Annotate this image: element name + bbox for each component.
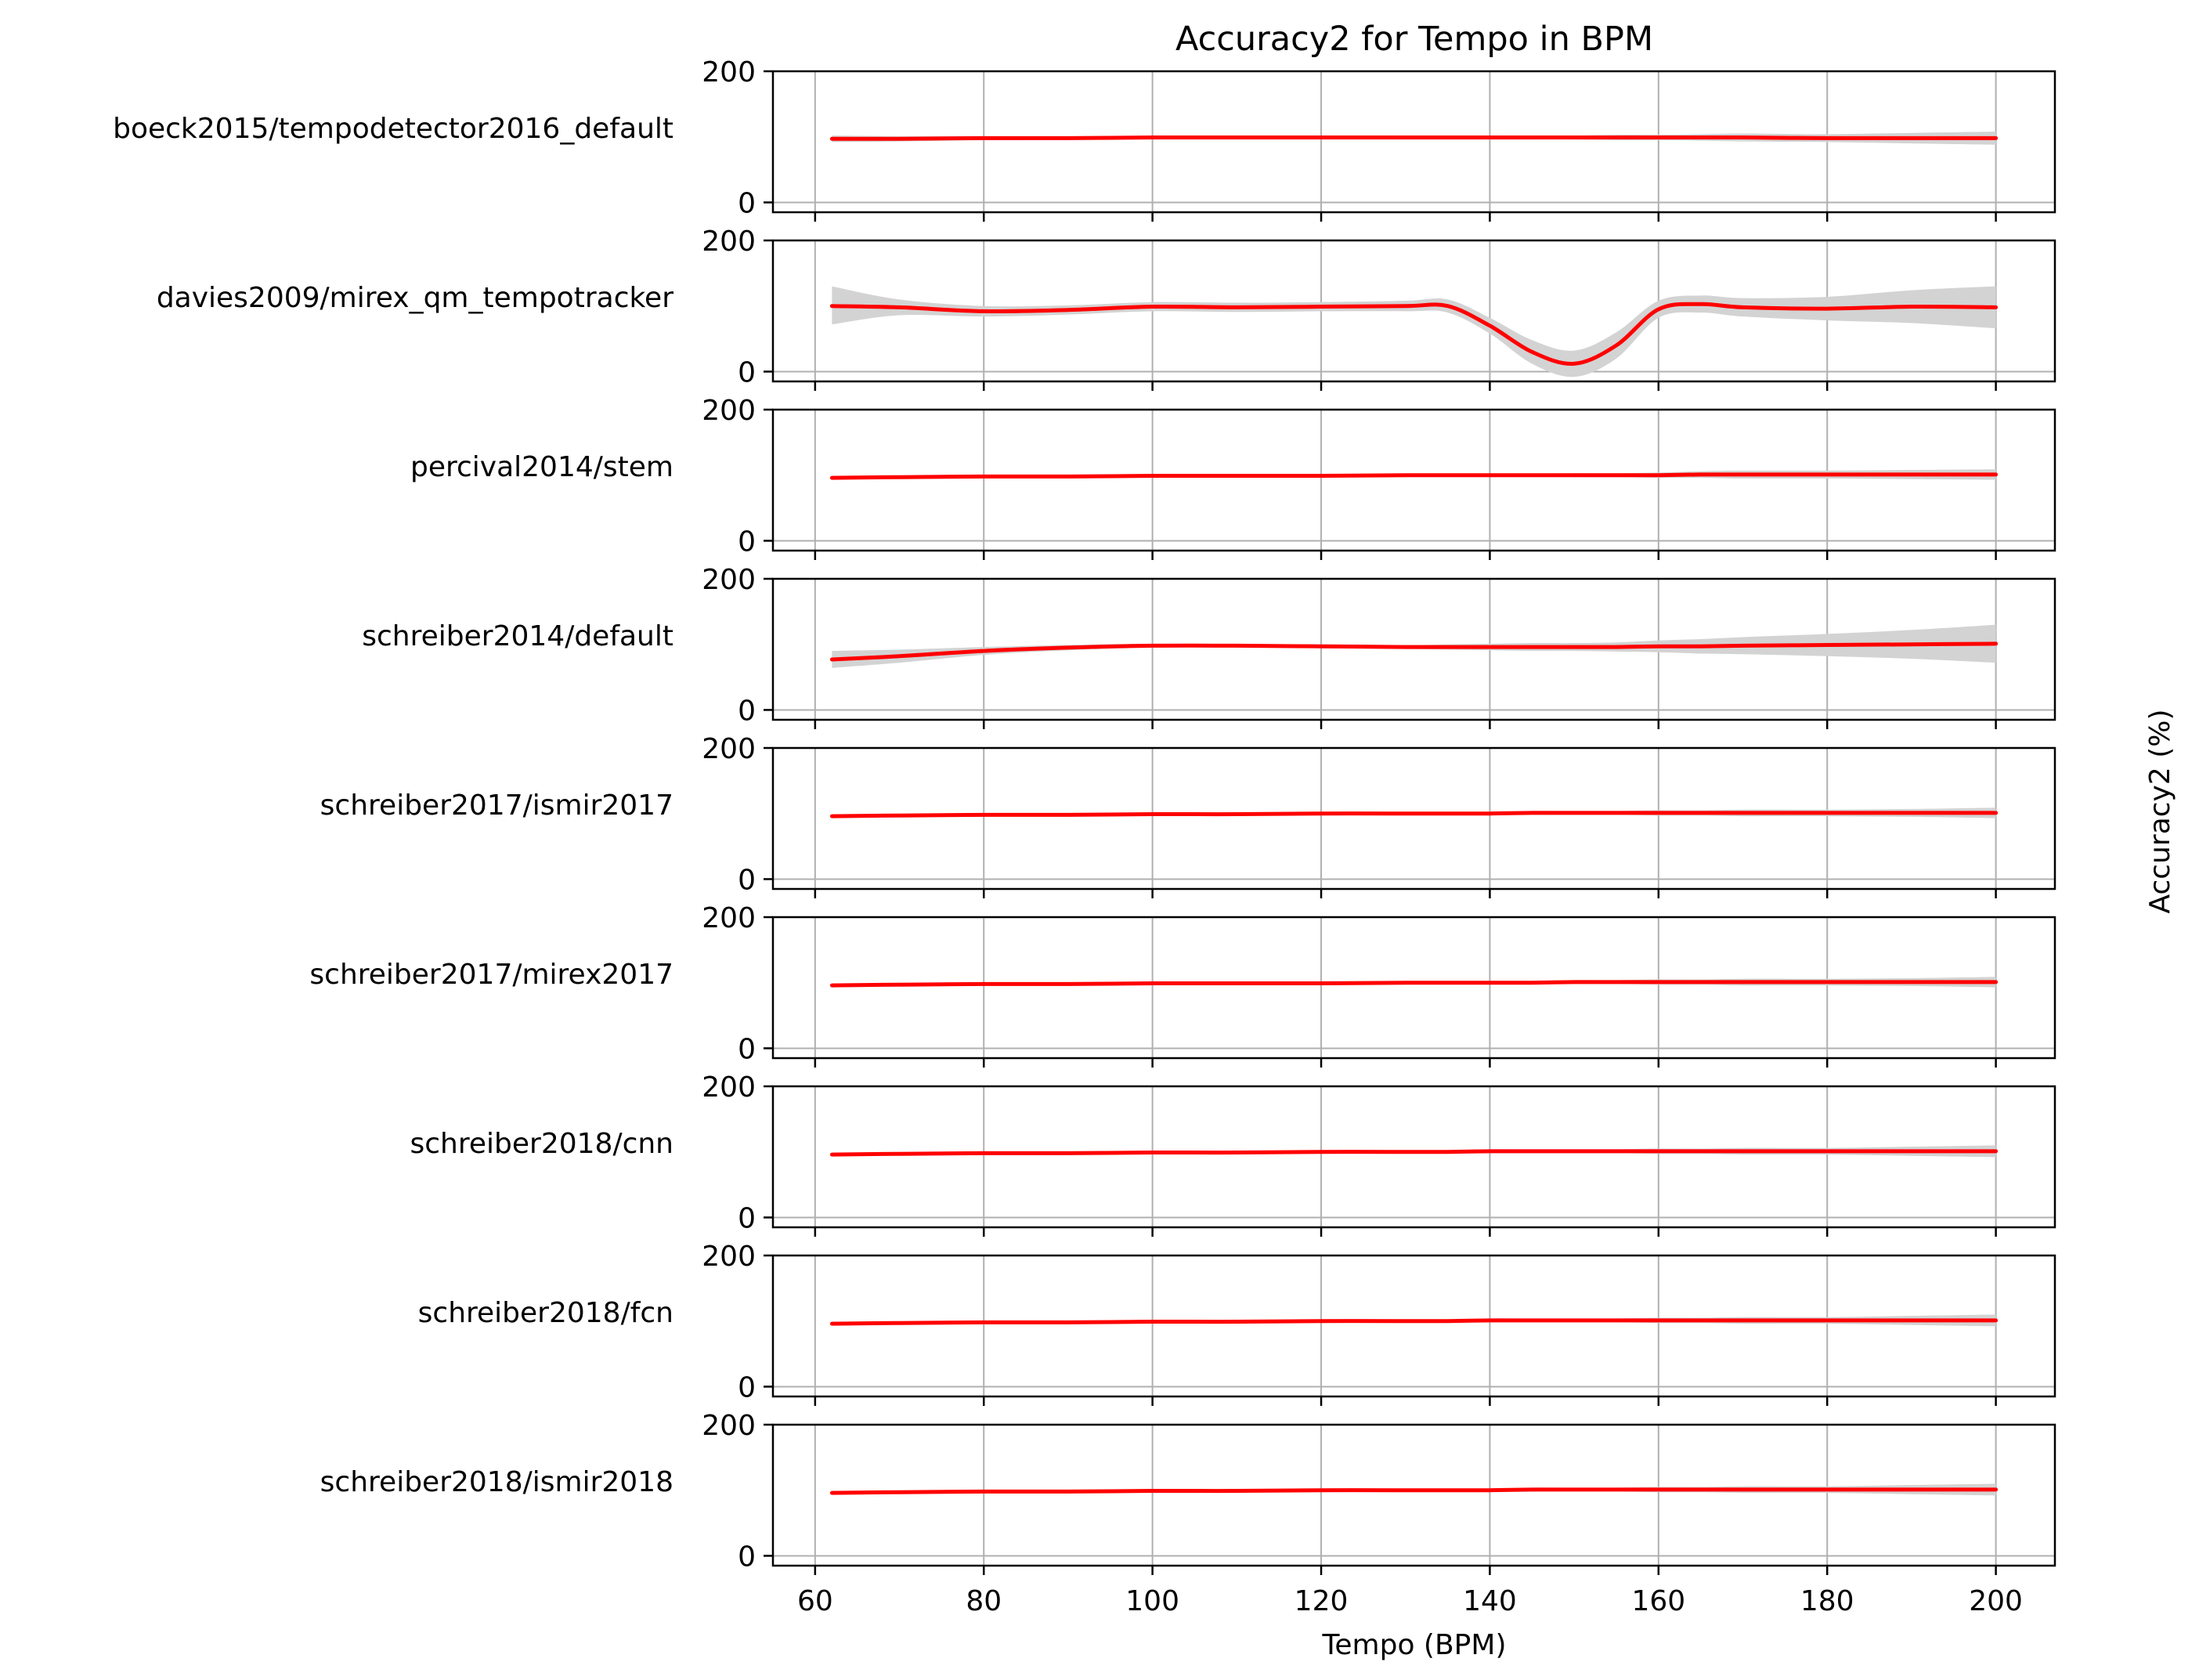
x-axis-label: Tempo (BPM) — [1322, 1629, 1507, 1661]
x-tick-label: 180 — [1800, 1585, 1854, 1617]
subplot-schreiber2018-ismir2018: 0 200 schreiber2018/ismir2018 — [320, 1410, 2056, 1575]
y-tick-label: 200 — [702, 1241, 756, 1273]
y-tick-label: 200 — [702, 902, 756, 934]
axes-frame — [771, 1423, 2056, 1567]
series-line-schreiber2018-ismir2018 — [829, 1487, 1999, 1495]
series-line-boeck2015-tempodetector2016-default — [829, 135, 1999, 141]
subplot-davies2009-mirex-qm-tempotracker: 0 200 davies2009/mirex_qm_tempotracker — [157, 226, 2056, 391]
subplot-schreiber2018-fcn: 0 200 schreiber2018/fcn — [418, 1241, 2056, 1406]
y-tick-label: 0 — [738, 187, 756, 219]
series-label: schreiber2014/default — [362, 620, 673, 652]
y-tick-label: 0 — [738, 356, 756, 388]
subplot-schreiber2017-mirex2017: 0 200 schreiber2017/mirex2017 — [309, 902, 2056, 1068]
x-tick-label: 120 — [1294, 1585, 1349, 1617]
axes-frame — [771, 577, 2056, 721]
subplot-percival2014-stem: 0 200 percival2014/stem — [410, 395, 2056, 560]
x-axis: 60 80 100 120 140 160 180 200 — [797, 1585, 2023, 1617]
x-tick-label: 160 — [1631, 1585, 1685, 1617]
axes-frame — [771, 408, 2056, 552]
series-label: schreiber2018/ismir2018 — [320, 1466, 673, 1498]
x-tick-label: 80 — [966, 1585, 1002, 1617]
x-tick-label: 60 — [797, 1585, 833, 1617]
x-tick-label: 100 — [1125, 1585, 1179, 1617]
series-label: davies2009/mirex_qm_tempotracker — [157, 282, 673, 314]
y-tick-label: 0 — [738, 1371, 756, 1404]
subplot-schreiber2018-cnn: 0 200 schreiber2018/cnn — [410, 1071, 2056, 1237]
y-tick-label: 0 — [738, 1541, 756, 1573]
subplot-schreiber2014-default: 0 200 schreiber2014/default — [362, 564, 2056, 729]
y-tick-label: 0 — [738, 1033, 756, 1065]
confidence-band — [832, 286, 1996, 378]
series-line-davies2009-mirex-qm-tempotracker — [829, 302, 1999, 366]
series-label: schreiber2017/ismir2017 — [320, 789, 673, 822]
series-line-schreiber2018-fcn — [829, 1318, 1999, 1326]
axes-frame — [771, 916, 2056, 1060]
axes-frame — [771, 1254, 2056, 1398]
chart-title: Accuracy2 for Tempo in BPM — [1175, 20, 1653, 59]
series-line-schreiber2018-cnn — [829, 1149, 1999, 1157]
y-tick-label: 200 — [702, 564, 756, 596]
series-label: schreiber2018/cnn — [410, 1128, 674, 1160]
y-tick-label: 200 — [702, 56, 756, 89]
y-axis-label: Accuracy2 (%) — [2144, 710, 2176, 914]
x-tick-label: 200 — [1969, 1585, 2023, 1617]
y-tick-label: 0 — [738, 695, 756, 727]
axes-frame — [771, 239, 2056, 383]
series-label: percival2014/stem — [410, 451, 673, 483]
y-tick-label: 200 — [702, 733, 756, 765]
series-label: schreiber2018/fcn — [418, 1297, 673, 1329]
axes-frame — [771, 746, 2056, 891]
subplot-panels: 0200boeck2015/tempodetector2016_default0… — [113, 56, 2056, 1575]
y-tick-label: 200 — [702, 226, 756, 258]
series-line-schreiber2014-default — [829, 641, 1999, 662]
y-tick-label: 200 — [702, 1410, 756, 1442]
y-tick-label: 200 — [702, 1071, 756, 1104]
subplot-boeck2015-tempodetector2016-default: 0 200 boeck2015/tempodetector2016_default — [113, 56, 2056, 222]
axes-frame — [771, 70, 2056, 214]
series-label: boeck2015/tempodetector2016_default — [113, 113, 673, 145]
axes-frame — [771, 1085, 2056, 1229]
series-label: schreiber2017/mirex2017 — [309, 959, 673, 991]
y-tick-label: 200 — [702, 395, 756, 427]
series-line-schreiber2017-ismir2017 — [829, 811, 1999, 818]
y-tick-label: 0 — [738, 1202, 756, 1234]
subplot-schreiber2017-ismir2017: 0 200 schreiber2017/ismir2017 — [320, 733, 2056, 898]
y-tick-label: 0 — [738, 864, 756, 896]
series-line-schreiber2017-mirex2017 — [829, 980, 1999, 988]
y-tick-label: 0 — [738, 526, 756, 558]
series-line-percival2014-stem — [829, 472, 1999, 480]
x-tick-label: 140 — [1463, 1585, 1517, 1617]
